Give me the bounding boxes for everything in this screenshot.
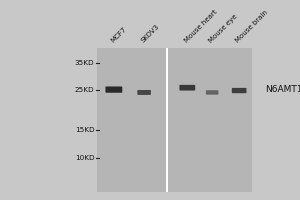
Bar <box>168 48 252 192</box>
Text: Mouse brain: Mouse brain <box>235 9 269 44</box>
Bar <box>166 48 168 192</box>
Text: Mouse eye: Mouse eye <box>208 13 239 44</box>
FancyBboxPatch shape <box>106 86 122 93</box>
Text: 15KD: 15KD <box>75 127 94 132</box>
FancyBboxPatch shape <box>232 88 247 93</box>
Text: MCF7: MCF7 <box>110 26 128 44</box>
FancyBboxPatch shape <box>206 90 218 95</box>
Text: 10KD: 10KD <box>75 155 94 161</box>
Text: Mouse heart: Mouse heart <box>183 9 218 44</box>
Text: 35KD: 35KD <box>75 60 94 66</box>
FancyBboxPatch shape <box>137 90 151 95</box>
Text: SKOV3: SKOV3 <box>140 23 160 44</box>
FancyBboxPatch shape <box>179 85 195 91</box>
Text: N6AMT1: N6AMT1 <box>265 85 300 94</box>
Text: 25KD: 25KD <box>75 87 94 93</box>
Bar <box>97 48 166 192</box>
